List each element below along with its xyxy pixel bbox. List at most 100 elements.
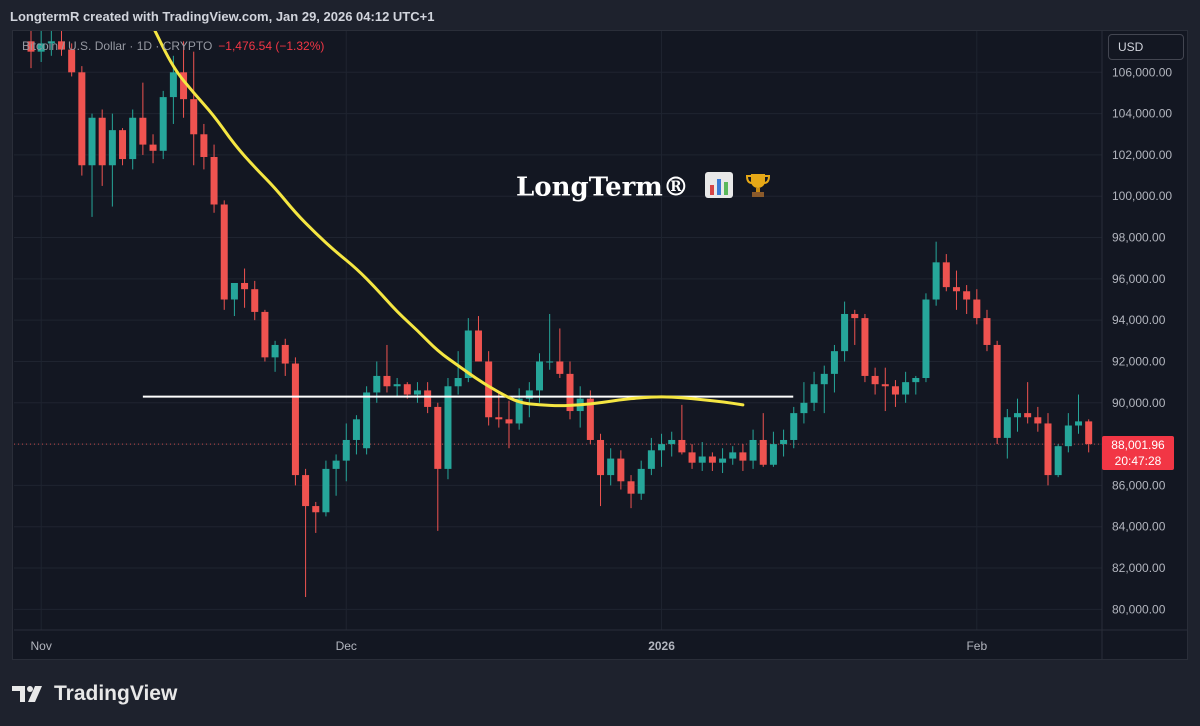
candle-body (302, 475, 310, 507)
candle-body (810, 384, 818, 403)
symbol-legend[interactable]: Bitcoin / U.S. Dollar · 1D · CRYPTO −1,47… (22, 39, 324, 53)
candle-body (312, 506, 320, 513)
candle (241, 268, 249, 308)
candle (485, 351, 493, 426)
candle-body (1064, 425, 1072, 447)
candle-body (342, 439, 350, 461)
candle (739, 444, 747, 471)
candle (88, 113, 96, 217)
candle (891, 380, 899, 407)
candle (1034, 406, 1042, 432)
candle (119, 128, 127, 166)
candle (413, 382, 421, 403)
candle-body (169, 72, 177, 98)
candle (322, 460, 330, 517)
candle-body (668, 439, 676, 445)
currency-button[interactable]: USD (1108, 34, 1184, 60)
candle-body (78, 72, 86, 166)
candle (729, 446, 737, 465)
candle (393, 378, 401, 397)
candle (47, 31, 55, 56)
candle (1064, 413, 1072, 453)
candle-body (952, 287, 960, 292)
candle-body (241, 282, 249, 290)
chart-panel[interactable] (12, 30, 1188, 660)
candle (220, 200, 228, 310)
candle-body (891, 386, 899, 395)
candle (668, 431, 676, 457)
symbol-title[interactable]: Bitcoin / U.S. Dollar · 1D · CRYPTO (22, 39, 213, 53)
candle (993, 340, 1001, 445)
candle-body (200, 134, 208, 157)
candle-body (688, 452, 696, 463)
candle-body (129, 117, 137, 160)
candle-body (291, 363, 299, 476)
candle-body (88, 117, 96, 166)
candle-series (27, 31, 1093, 597)
candle-body (698, 456, 706, 463)
candle (688, 444, 696, 469)
candle (871, 367, 879, 395)
candle (58, 31, 66, 56)
candle-body (464, 330, 472, 379)
candle (830, 344, 838, 393)
candle-body (993, 344, 1001, 438)
x-tick-label: Feb (966, 639, 987, 653)
candle-body (403, 384, 411, 395)
candle-body (58, 41, 66, 50)
candle-body (647, 450, 655, 469)
candle (556, 328, 564, 379)
candle (658, 433, 666, 467)
candle (495, 392, 503, 428)
candle (1013, 398, 1021, 432)
candle (861, 313, 869, 383)
candle (302, 468, 310, 597)
x-tick-label: Dec (336, 639, 357, 653)
candle-body (159, 97, 167, 151)
candle (159, 90, 167, 160)
candle (790, 406, 798, 449)
candle-body (444, 386, 452, 469)
candle-body (68, 49, 76, 73)
moving-average-line (153, 31, 745, 408)
author-caption: LongtermR created with TradingView.com, … (10, 9, 435, 24)
candle-body (617, 458, 625, 482)
footer-brand-name: TradingView (54, 682, 178, 705)
candle-body (566, 373, 574, 412)
bar-chart-emoji-icon (704, 172, 733, 198)
y-tick-label: 84,000.00 (1112, 520, 1166, 534)
candle-body (495, 417, 503, 420)
candle (1075, 394, 1083, 434)
candle-body (108, 130, 116, 166)
candle (342, 423, 350, 482)
candle (637, 460, 645, 500)
candle-body (586, 398, 594, 440)
candle-body (47, 41, 55, 44)
candle (363, 386, 371, 455)
last-price-value: 88,001.96 (1111, 438, 1165, 452)
y-tick-label: 94,000.00 (1112, 313, 1166, 327)
candle-body (780, 439, 788, 445)
candle (851, 309, 859, 345)
candle-body (607, 458, 615, 476)
candle-body (220, 204, 228, 300)
candle (149, 134, 157, 164)
candle-body (352, 419, 360, 440)
candle (454, 351, 462, 395)
candle (749, 429, 757, 469)
candle (525, 382, 533, 418)
candle-body (393, 384, 401, 387)
candle-body (597, 439, 605, 476)
candle-body (739, 452, 747, 461)
candle (37, 31, 45, 62)
candle-body (261, 311, 269, 358)
candle-body (474, 330, 482, 362)
watermark-text: LongTerm® (516, 171, 773, 206)
candle-body (536, 361, 543, 391)
candle (200, 123, 208, 170)
candle (210, 144, 218, 213)
candle (566, 361, 574, 420)
candle (820, 365, 828, 414)
